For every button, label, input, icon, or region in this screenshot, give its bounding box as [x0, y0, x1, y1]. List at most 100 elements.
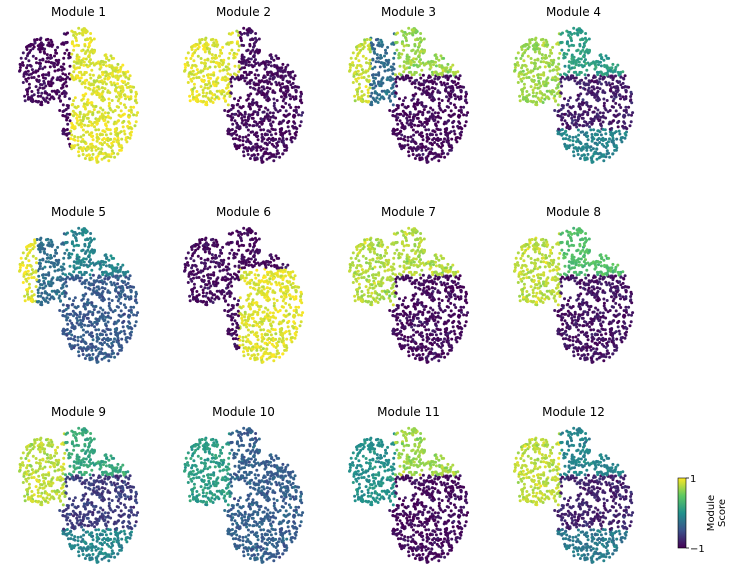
cell-point — [388, 78, 392, 82]
cell-point — [292, 77, 296, 81]
cell-point — [248, 357, 252, 360]
cell-point — [225, 68, 229, 72]
cell-point — [420, 148, 424, 152]
cell-point — [82, 102, 86, 106]
cell-point — [393, 95, 397, 98]
cell-point — [612, 97, 616, 101]
cell-point — [47, 73, 51, 77]
cell-point — [58, 275, 62, 279]
cell-point — [541, 93, 545, 97]
cell-point — [129, 326, 133, 330]
cell-point — [264, 106, 268, 110]
cell-point — [75, 232, 79, 236]
cell-point — [607, 56, 611, 60]
cell-point — [599, 82, 603, 86]
cell-point — [107, 301, 111, 305]
cell-point — [294, 126, 298, 130]
cell-point — [585, 123, 589, 127]
cell-point — [243, 110, 247, 114]
cell-point — [575, 28, 579, 32]
cell-point — [254, 76, 258, 80]
cell-point — [259, 145, 263, 149]
cell-point — [126, 81, 130, 85]
cell-point — [60, 292, 64, 296]
cell-point — [391, 103, 395, 107]
cell-point — [268, 53, 272, 57]
cell-point — [80, 325, 84, 329]
cell-point — [67, 56, 71, 60]
cell-point — [215, 89, 219, 93]
cell-point — [50, 277, 54, 281]
cell-point — [602, 144, 606, 148]
cell-point — [395, 48, 399, 52]
cell-point — [231, 137, 235, 141]
cell-point — [104, 322, 108, 326]
cell-point — [188, 99, 192, 103]
cell-point — [93, 325, 96, 329]
cell-point — [248, 123, 252, 127]
cell-point — [89, 320, 93, 324]
cell-point — [38, 264, 42, 268]
cell-point — [25, 48, 29, 51]
cell-point — [37, 74, 41, 78]
cell-point — [280, 140, 284, 144]
cell-point — [129, 333, 133, 337]
cell-point — [574, 61, 578, 65]
cell-point — [127, 277, 131, 281]
cell-point — [80, 49, 84, 53]
cell-point — [555, 68, 559, 72]
cell-point — [444, 121, 448, 125]
cell-point — [384, 48, 387, 52]
cell-point — [82, 63, 86, 67]
cell-point — [116, 70, 120, 74]
cell-point — [233, 119, 237, 123]
cell-point — [27, 73, 31, 77]
cell-point — [413, 85, 417, 89]
cell-point — [86, 330, 90, 334]
cell-point — [96, 147, 100, 151]
cell-point — [400, 52, 404, 56]
cell-point — [44, 238, 48, 242]
cell-point — [72, 264, 76, 268]
cell-point — [376, 43, 380, 47]
cell-point — [591, 85, 595, 89]
cell-point — [355, 48, 359, 51]
cell-point — [363, 38, 367, 42]
cell-point — [586, 134, 590, 138]
cell-point — [421, 112, 425, 116]
cell-point — [39, 294, 43, 298]
cell-point — [390, 92, 394, 96]
cell-point — [213, 97, 217, 101]
cell-point — [60, 42, 64, 46]
cell-point — [601, 120, 605, 124]
cell-point — [50, 40, 54, 44]
cell-point — [367, 74, 371, 78]
cell-point — [44, 38, 48, 42]
cell-point — [412, 60, 416, 64]
cell-point — [452, 72, 456, 75]
cell-point — [536, 57, 540, 61]
cell-point — [81, 115, 85, 119]
cell-point — [76, 335, 80, 339]
cell-point — [50, 56, 53, 60]
cell-point — [383, 69, 387, 73]
cell-point — [281, 76, 285, 80]
cell-point — [604, 137, 608, 141]
cell-point — [100, 286, 104, 290]
cell-point — [246, 119, 250, 123]
cell-point — [398, 112, 402, 116]
cell-point — [104, 64, 108, 68]
cell-point — [134, 320, 138, 324]
cell-point — [513, 68, 517, 72]
cell-point — [189, 77, 193, 81]
cell-point — [370, 91, 374, 95]
cell-point — [90, 301, 94, 305]
cell-point — [412, 102, 416, 106]
cell-point — [48, 265, 52, 269]
cell-point — [231, 116, 235, 120]
cell-point — [355, 66, 359, 70]
cell-point — [90, 268, 94, 272]
cell-point — [548, 69, 552, 73]
cell-point — [615, 137, 619, 141]
cell-point — [268, 141, 272, 144]
